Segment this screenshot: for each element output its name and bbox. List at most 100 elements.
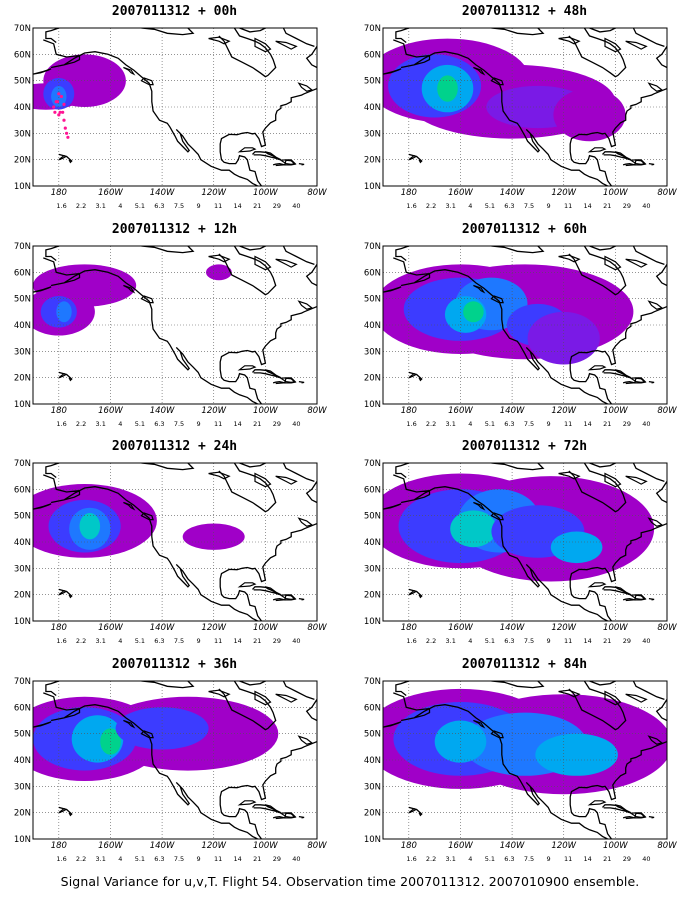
island-outline <box>647 517 664 527</box>
lon-tick-label: 100W <box>253 188 278 198</box>
island-outline <box>254 690 272 706</box>
colorbar-label: 6.3 <box>154 202 164 210</box>
colorbar-label: 11 <box>214 420 222 428</box>
coastline <box>282 681 315 701</box>
lon-tick-label: 160W <box>448 841 473 851</box>
island-outline <box>237 800 257 806</box>
colorbar-label: 7.5 <box>524 420 534 428</box>
signal-contour <box>437 75 458 102</box>
colorbar-label: 4 <box>468 855 472 863</box>
lat-tick-label: 60N <box>14 703 31 713</box>
colorbar-label: 7.5 <box>174 855 184 863</box>
lat-tick-label: 50N <box>14 295 31 305</box>
lon-tick-label: 140W <box>500 406 525 416</box>
coastline <box>589 246 616 251</box>
colorbar-label: 40 <box>642 202 650 210</box>
colorbar-label: 21 <box>253 637 261 645</box>
map-canvas: 70N 60N 50N 40N 30N 20N 10N 180 160W 140W 120W 100W… <box>14 459 327 645</box>
colorbar-label: 1.6 <box>406 202 416 210</box>
lat-tick-label: 20N <box>364 591 381 601</box>
island-outline <box>237 365 257 371</box>
lon-tick-label: 180 <box>401 188 417 198</box>
coastline <box>218 463 277 513</box>
lon-tick-label: 100W <box>603 841 628 851</box>
colorbar-label: 11 <box>214 637 222 645</box>
island-outline <box>408 155 418 161</box>
lat-tick-label: 50N <box>364 295 381 305</box>
lon-tick-label: 180 <box>51 188 67 198</box>
coastline <box>632 28 665 48</box>
island-outline <box>254 255 272 271</box>
colorbar-label: 2.2 <box>426 855 436 863</box>
lat-tick-label: 60N <box>364 703 381 713</box>
lon-tick-label: 80W <box>307 623 327 633</box>
coastline <box>141 681 195 689</box>
colorbar-label: 9 <box>547 855 551 863</box>
colorbar-label: 2.2 <box>426 202 436 210</box>
colorbar-label: 5.1 <box>135 420 145 428</box>
colorbar-label: 3.1 <box>446 202 456 210</box>
flight-track-point <box>59 94 64 99</box>
lat-tick-label: 60N <box>14 485 31 495</box>
island-outline <box>473 501 486 511</box>
map-panel-72h: 2007011312 + 72h 70N 60N 50N 40N 30N 20N 10N 180… <box>350 435 690 649</box>
coastline <box>655 481 667 504</box>
lat-tick-label: 20N <box>14 809 31 819</box>
colorbar-label: 40 <box>292 202 300 210</box>
colorbar-label: 40 <box>292 855 300 863</box>
map-canvas: 70N 60N 50N 40N 30N 20N 10N 180 160W 140W 120W 100W… <box>364 24 677 210</box>
colorbar-label: 11 <box>564 202 572 210</box>
island-outline <box>604 37 622 53</box>
signal-contour <box>550 531 603 564</box>
colorbar-label: 6.3 <box>154 855 164 863</box>
flight-track-point <box>61 110 65 114</box>
colorbar-label: 21 <box>603 202 611 210</box>
panel-title: 2007011312 + 72h <box>461 439 588 454</box>
coastline <box>45 246 62 262</box>
island-outline <box>625 40 648 50</box>
signal-contour <box>206 264 232 281</box>
island-outline <box>275 40 298 50</box>
coastline <box>632 681 665 701</box>
colorbar-label: 21 <box>253 202 261 210</box>
lon-tick-label: 140W <box>150 406 175 416</box>
lon-tick-label: 100W <box>603 623 628 633</box>
colorbar-label: 7.5 <box>524 855 534 863</box>
coastline <box>219 305 317 404</box>
lon-tick-label: 100W <box>253 623 278 633</box>
island-outline <box>558 471 581 480</box>
island-outline <box>275 475 298 485</box>
colorbar-label: 21 <box>603 855 611 863</box>
lat-tick-label: 40N <box>364 756 381 766</box>
coastline <box>648 380 655 384</box>
colorbar-label: 1.6 <box>406 855 416 863</box>
island-outline <box>58 808 68 814</box>
lat-tick-label: 70N <box>14 677 31 687</box>
coastline <box>43 257 258 404</box>
lat-tick-label: 10N <box>14 617 31 627</box>
coastline <box>655 699 667 722</box>
colorbar-label: 3.1 <box>446 637 456 645</box>
signal-contour <box>56 301 72 323</box>
map-frame <box>382 680 668 840</box>
colorbar-label: 1.6 <box>56 855 66 863</box>
lon-tick-label: 160W <box>448 188 473 198</box>
lon-tick-label: 140W <box>150 841 175 851</box>
coastline <box>568 28 627 78</box>
island-outline <box>254 472 272 488</box>
island-outline <box>140 512 154 521</box>
colorbar-label: 5.1 <box>135 202 145 210</box>
lat-tick-label: 10N <box>364 617 381 627</box>
flight-track-point <box>53 110 57 114</box>
colorbar-label: 2.2 <box>76 420 86 428</box>
coastline <box>491 681 545 689</box>
colorbar-label: 29 <box>623 637 631 645</box>
island-outline <box>279 159 297 166</box>
island-outline <box>490 512 504 521</box>
coastline <box>632 246 665 266</box>
colorbar-label: 4 <box>468 202 472 210</box>
colorbar-label: 29 <box>273 420 281 428</box>
colorbar-label: 4 <box>468 420 472 428</box>
panel-title: 2007011312 + 12h <box>111 222 238 237</box>
island-outline <box>490 295 504 304</box>
